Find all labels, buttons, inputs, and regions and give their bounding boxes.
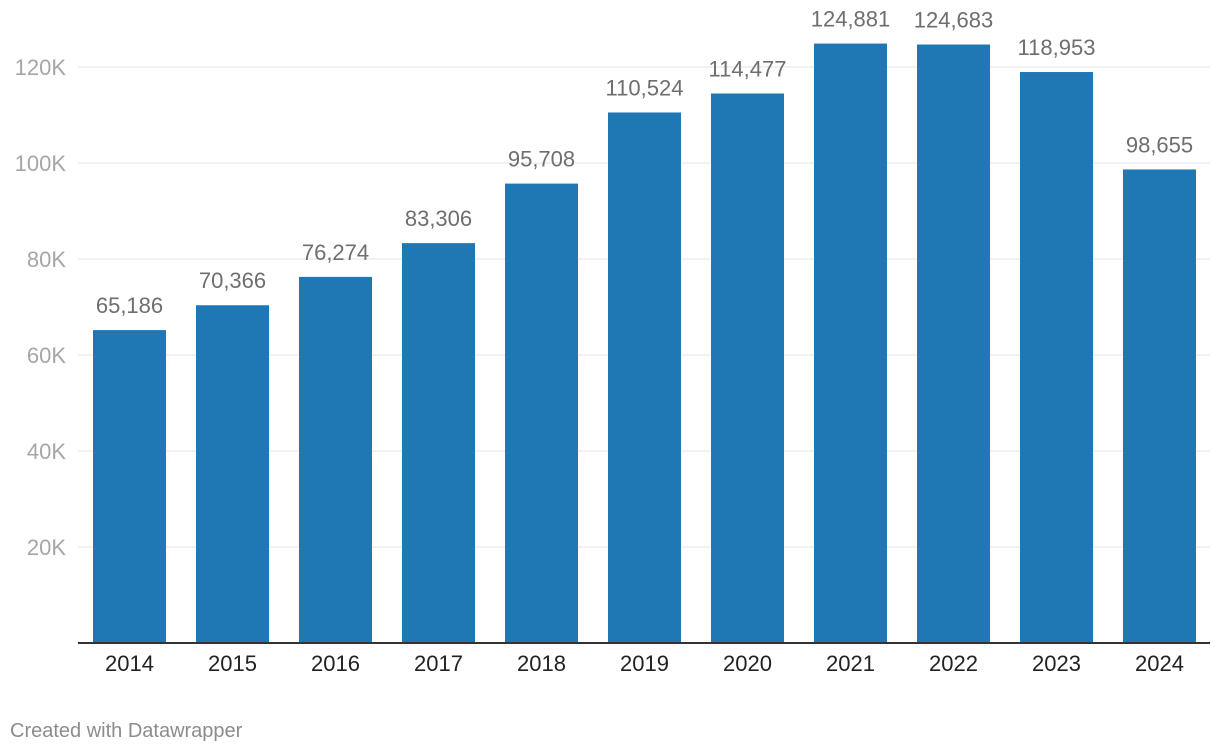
x-tick-label: 2020 bbox=[723, 651, 772, 676]
data-label: 98,655 bbox=[1126, 132, 1193, 157]
y-tick-label: 40K bbox=[27, 439, 66, 464]
bar bbox=[93, 330, 166, 643]
x-tick-label: 2016 bbox=[311, 651, 360, 676]
data-label: 70,366 bbox=[199, 268, 266, 293]
bar bbox=[917, 44, 990, 643]
bar bbox=[814, 43, 887, 643]
y-tick-label: 120K bbox=[15, 55, 67, 80]
data-label: 114,477 bbox=[709, 57, 787, 82]
datawrapper-credit: Created with Datawrapper bbox=[10, 720, 243, 742]
bar bbox=[1123, 169, 1196, 643]
bar bbox=[505, 183, 578, 643]
x-tick-label: 2019 bbox=[620, 651, 669, 676]
bar bbox=[608, 112, 681, 643]
data-labels: 65,186 70,366 76,274 83,306 95,708 110,524 114… bbox=[96, 7, 1193, 319]
data-label: 65,186 bbox=[96, 293, 163, 318]
data-label: 124,683 bbox=[914, 8, 994, 33]
data-label: 118,953 bbox=[1018, 35, 1096, 60]
data-label: 110,524 bbox=[606, 75, 684, 100]
bar bbox=[711, 93, 784, 644]
x-tick-label: 2014 bbox=[105, 651, 154, 676]
y-tick-label: 100K bbox=[15, 151, 67, 176]
bar bbox=[299, 276, 372, 643]
y-tick-label: 80K bbox=[27, 247, 66, 272]
y-tick-label: 60K bbox=[27, 343, 66, 368]
bars bbox=[93, 43, 1196, 644]
bar bbox=[1020, 72, 1093, 644]
data-label: 124,881 bbox=[811, 7, 891, 32]
x-tick-label: 2023 bbox=[1032, 651, 1081, 676]
bar-chart: 20K 40K 60K 80K 100K 120K 65,186 70,366 76,274 8… bbox=[15, 7, 1210, 676]
data-label: 95,708 bbox=[508, 147, 575, 172]
x-tick-label: 2022 bbox=[929, 651, 978, 676]
y-tick-label: 20K bbox=[27, 535, 66, 560]
bar bbox=[402, 243, 475, 643]
x-tick-label: 2018 bbox=[517, 651, 566, 676]
x-tick-label: 2017 bbox=[414, 651, 463, 676]
x-axis: 2014 2015 2016 2017 2018 2019 2020 2021 2022 2023… bbox=[78, 642, 1210, 676]
bar bbox=[196, 305, 269, 643]
x-tick-label: 2021 bbox=[826, 651, 875, 676]
data-label: 83,306 bbox=[405, 206, 472, 231]
x-tick-label: 2015 bbox=[208, 651, 257, 676]
x-tick-label: 2024 bbox=[1135, 651, 1184, 676]
data-label: 76,274 bbox=[302, 240, 369, 265]
